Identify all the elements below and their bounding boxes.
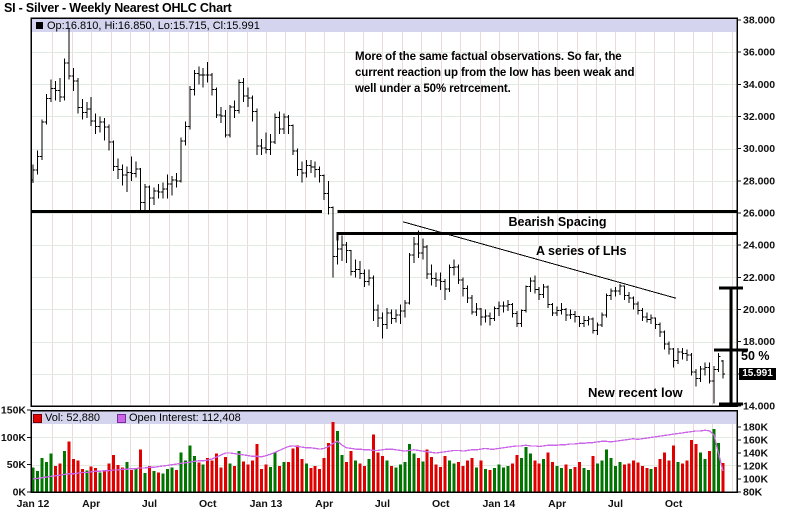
oi-tick-label: 120K	[743, 461, 769, 473]
price-info-strip	[32, 19, 736, 32]
price-tick-label: 22.000	[743, 272, 775, 284]
price-tick-label: 30.000	[743, 143, 775, 155]
oi-tick-label: 80K	[743, 487, 763, 499]
fifty-percent-label: 50 %	[741, 349, 770, 363]
date-tick-label: Jan 14	[483, 498, 516, 510]
date-tick-label: Oct	[199, 498, 217, 510]
date-tick-label: Apr	[82, 498, 100, 510]
ohlc-legend-swatch-icon	[36, 22, 43, 29]
oi-tick-label: 180K	[743, 422, 769, 434]
price-tick-label: 28.000	[743, 175, 775, 187]
date-tick-label: Apr	[315, 498, 333, 510]
date-tick-label: Oct	[665, 498, 683, 510]
volume-tick-label: 0K	[13, 487, 27, 499]
date-tick-label: Jul	[608, 498, 623, 510]
volume-tick-label: 50K	[7, 459, 27, 471]
date-tick-label: Oct	[432, 498, 450, 510]
bearish-spacing-label: Bearish Spacing	[508, 215, 607, 229]
last-price-badge: 15.991	[739, 368, 776, 380]
volume-legend-strip	[32, 411, 736, 424]
ohlc-bars	[31, 28, 725, 404]
price-tick-label: 20.000	[743, 304, 775, 316]
price-tick-label: 24.000	[743, 240, 775, 252]
date-tick-label: Jan 13	[250, 498, 283, 510]
volume-bars	[31, 422, 725, 492]
open-interest-legend: Open Interest: 112,408	[129, 412, 241, 424]
analyst-note-line: well under a 50% retrcement.	[355, 83, 511, 95]
price-tick-label: 38.000	[743, 15, 775, 27]
volume-legend: Vol: 52,880	[45, 412, 101, 424]
analyst-note: More of the same factual observations. S…	[355, 49, 634, 97]
price-tick-label: 14.000	[743, 401, 775, 413]
volume-tick-label: 150K	[1, 405, 27, 417]
drawn-annotations	[31, 209, 748, 406]
oi-tick-label: 100K	[743, 474, 769, 486]
chart-title: SI - Silver - Weekly Nearest OHLC Chart	[4, 1, 232, 15]
volume-tick-label: 100K	[1, 432, 27, 444]
date-tick-label: Apr	[548, 498, 566, 510]
open-interest-legend-swatch-icon	[117, 414, 126, 423]
price-tick-label: 18.000	[743, 336, 775, 348]
lower-highs-label: A series of LHs	[536, 244, 627, 258]
price-tick-label: 32.000	[743, 111, 775, 123]
price-panel-border	[30, 17, 738, 407]
price-tick-label: 36.000	[743, 47, 775, 59]
price-tick-label: 26.000	[743, 208, 775, 220]
volume-legend-swatch-icon	[33, 414, 42, 423]
open-interest-line	[32, 429, 724, 480]
analyst-note-line: current reaction up from the low has bee…	[355, 67, 635, 79]
oi-tick-label: 160K	[743, 435, 769, 447]
horizontal-gridlines	[32, 52, 736, 466]
price-tick-label: 34.000	[743, 79, 775, 91]
ohlc-info-readout: Op:16.810, Hi:16.850, Lo:15.715, Cl:15.9…	[47, 20, 260, 32]
oi-tick-label: 140K	[743, 448, 769, 460]
date-tick-label: Jan 12	[17, 498, 50, 510]
analyst-note-line: More of the same factual observations. S…	[355, 51, 622, 63]
date-tick-label: Jul	[375, 498, 390, 510]
date-tick-label: Jul	[142, 498, 157, 510]
new-recent-low-label: New recent low	[588, 385, 683, 400]
volume-panel-border	[30, 409, 738, 493]
